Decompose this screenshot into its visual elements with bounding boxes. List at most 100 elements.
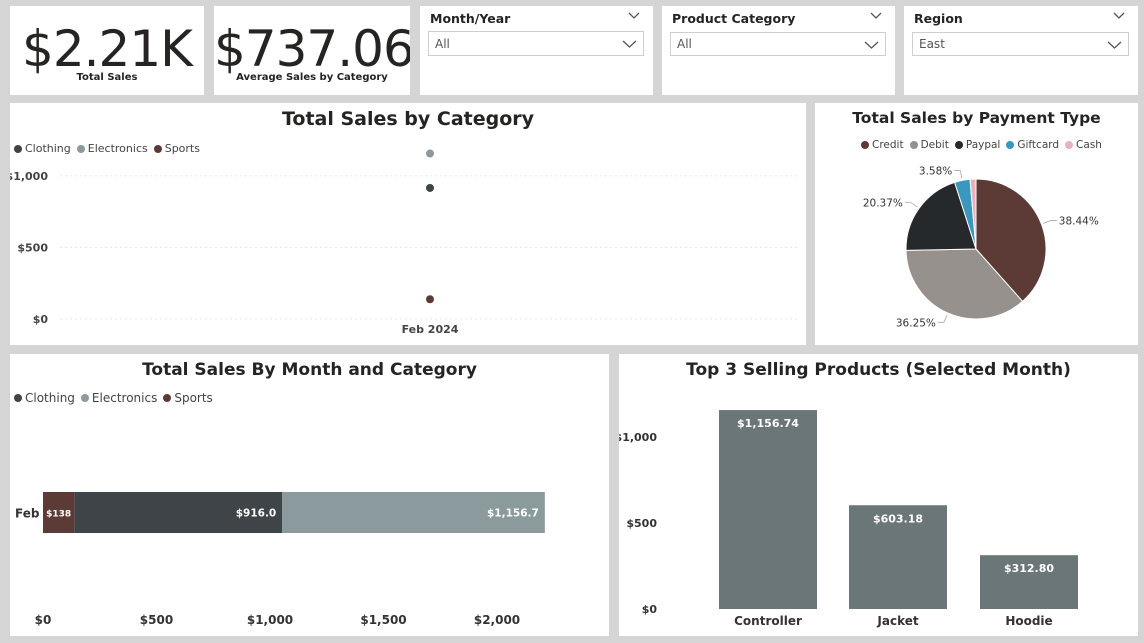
top3-bar-plot[interactable]: $0 $500 $1,000 $1,156.74 Controller $603.18 Ja…: [619, 354, 1138, 636]
scatter-legend: Clothing Electronics Sports: [14, 142, 206, 155]
y-tick-label: $0: [642, 603, 658, 616]
legend-item-clothing[interactable]: Clothing: [14, 142, 71, 155]
kpi-avg-sales-value: $737.06: [214, 20, 410, 78]
slicer-region[interactable]: Region East: [904, 6, 1138, 95]
slicer-region-dropdown[interactable]: East: [912, 32, 1129, 56]
pie-chart-card[interactable]: Total Sales by Payment Type Credit Debit…: [815, 103, 1138, 345]
legend-dot: [14, 144, 22, 153]
chevron-down-icon[interactable]: [864, 39, 879, 51]
x-tick-label: $500: [140, 613, 173, 627]
legend-item-sports[interactable]: Sports: [163, 391, 213, 405]
kpi-total-sales-label: Total Sales: [76, 72, 138, 83]
chevron-down-icon[interactable]: [622, 38, 637, 50]
product-bar: [849, 505, 947, 609]
legend-item-credit[interactable]: Credit: [861, 139, 904, 151]
legend-item-sports[interactable]: Sports: [153, 142, 200, 155]
data-point-sports: [426, 295, 434, 304]
x-category-label: Jacket: [876, 614, 918, 628]
legend-item-clothing[interactable]: Clothing: [14, 391, 75, 405]
pie-slice-debit: [905, 248, 1024, 320]
top3-bar-chart-card[interactable]: Top 3 Selling Products (Selected Month) …: [619, 354, 1138, 636]
legend-label: Giftcard: [1017, 139, 1060, 151]
legend-dot: [76, 144, 85, 153]
legend-label: Cash: [1076, 139, 1102, 151]
pie-data-label: 38.44%: [1059, 216, 1099, 228]
chevron-down-icon[interactable]: [869, 10, 883, 22]
product-bar: [980, 555, 1078, 609]
kpi-total-sales-value: $2.21K: [22, 20, 193, 78]
bar-data-label: $916.0: [236, 508, 277, 520]
bar-data-label: $1,156.7: [487, 508, 539, 520]
legend-dot: [153, 144, 162, 153]
slicer-product-category-dropdown[interactable]: All: [670, 32, 886, 56]
legend-dot: [861, 141, 869, 149]
legend-label: Clothing: [25, 391, 75, 405]
legend-item-giftcard[interactable]: Giftcard: [1006, 139, 1059, 151]
pie-plot[interactable]: 38.44% 36.25% 20.37% 3.58%: [815, 103, 1138, 345]
pie-slice-paypal: [905, 181, 977, 251]
bar-data-label: $603.18: [873, 512, 923, 525]
slicer-product-category-title: Product Category: [672, 11, 796, 26]
slicer-month-year-title: Month/Year: [430, 11, 511, 26]
bar-data-label: $1,156.74: [737, 417, 799, 430]
bar-data-label: $138: [46, 510, 71, 520]
bar-segment-clothing: [74, 492, 283, 533]
legend-item-paypal[interactable]: Paypal: [954, 139, 1001, 151]
legend-dot: [1006, 141, 1015, 149]
kpi-avg-sales-card: $737.06 Average Sales by Category: [214, 6, 410, 95]
legend-label: Sports: [164, 142, 200, 155]
pie-data-label: 20.37%: [863, 197, 903, 209]
x-tick-label: Feb 2024: [402, 323, 459, 336]
y-tick-label: $500: [17, 241, 48, 254]
pie-leader-line: [954, 170, 963, 179]
legend-item-electronics[interactable]: Electronics: [80, 391, 158, 405]
x-tick-label: $2,000: [474, 613, 520, 627]
y-tick-label: $1,000: [10, 170, 48, 183]
chevron-down-icon[interactable]: [1112, 10, 1126, 22]
scatter-chart-title: Total Sales by Category: [281, 108, 535, 130]
x-tick-label: $1,000: [247, 613, 293, 627]
bar-data-label: $312.80: [1004, 562, 1054, 575]
pie-leader-line: [1043, 220, 1057, 224]
y-tick-label: $0: [33, 313, 49, 326]
x-tick-label: $1,500: [360, 613, 406, 627]
y-category-label: Feb: [15, 507, 40, 521]
chevron-down-icon[interactable]: [627, 10, 641, 22]
data-point-clothing: [426, 183, 434, 192]
legend-dot: [954, 141, 963, 149]
kpi-avg-sales-label: Average Sales by Category: [236, 72, 388, 83]
pie-data-label: 36.25%: [896, 317, 936, 329]
stacked-legend: Clothing Electronics Sports: [14, 391, 219, 405]
stacked-bar-chart-card[interactable]: Total Sales By Month and Category Clothi…: [10, 354, 609, 636]
legend-label: Sports: [174, 391, 213, 405]
scatter-plot[interactable]: $0 $500 $1,000 Feb 2024: [10, 103, 806, 345]
slicer-month-year[interactable]: Month/Year All: [420, 6, 653, 95]
slicer-product-category-value: All: [677, 37, 692, 51]
legend-dot: [14, 394, 22, 402]
slicer-month-year-value: All: [435, 37, 450, 51]
legend-item-debit[interactable]: Debit: [909, 139, 949, 151]
y-tick-label: $1,000: [619, 431, 657, 444]
stacked-bar-plot[interactable]: $0 $500 $1,000 $1,500 $2,000 Feb $138 $916.0 $1,…: [10, 354, 609, 636]
legend-item-electronics[interactable]: Electronics: [76, 142, 148, 155]
pie-leader-line: [904, 202, 918, 208]
pie-slice-credit: [975, 178, 1047, 303]
chevron-down-icon[interactable]: [1107, 39, 1122, 51]
slicer-month-year-dropdown[interactable]: All: [428, 31, 644, 56]
legend-label: Debit: [920, 139, 949, 151]
legend-dot: [1065, 141, 1074, 149]
legend-label: Paypal: [965, 139, 1001, 151]
legend-label: Electronics: [91, 391, 158, 405]
top3-bar-chart-title: Top 3 Selling Products (Selected Month): [686, 360, 1071, 380]
y-tick-label: $500: [626, 517, 657, 530]
product-bar: [719, 410, 817, 609]
slicer-region-title: Region: [914, 11, 963, 26]
legend-item-cash[interactable]: Cash: [1065, 139, 1102, 151]
pie-data-label: 3.58%: [919, 166, 952, 178]
pie-chart-title: Total Sales by Payment Type: [852, 109, 1101, 127]
legend-label: Clothing: [25, 142, 71, 155]
scatter-chart-card[interactable]: Total Sales by Category Clothing Electro…: [10, 103, 806, 345]
legend-label: Credit: [872, 139, 904, 151]
slicer-product-category[interactable]: Product Category All: [662, 6, 895, 95]
legend-label: Electronics: [87, 142, 148, 155]
